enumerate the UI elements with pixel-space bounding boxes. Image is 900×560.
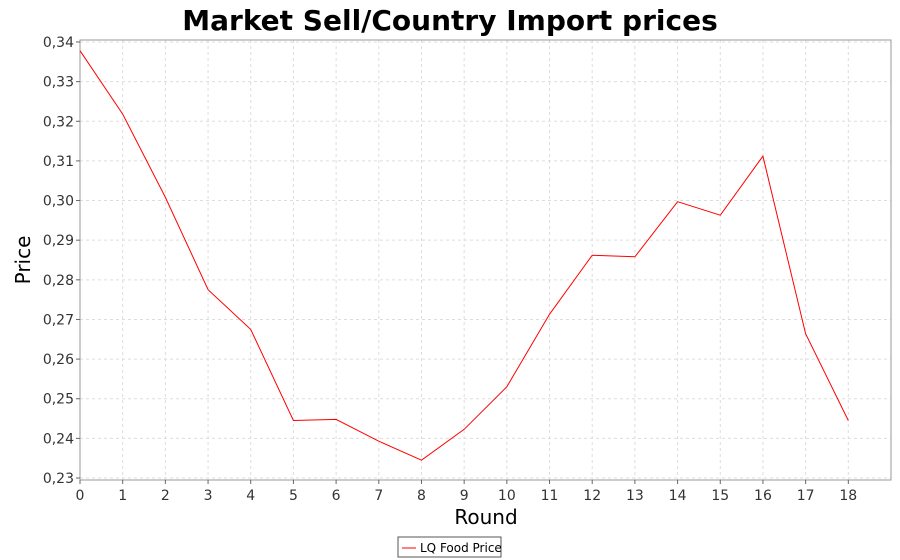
y-tick-label: 0,24 (43, 431, 74, 447)
plot-area (79, 39, 892, 481)
x-tick-label: 3 (204, 488, 213, 504)
x-tick-label: 1 (118, 488, 127, 504)
x-tick-label: 6 (332, 488, 341, 504)
x-tick-label: 0 (76, 488, 85, 504)
x-tick-label: 14 (669, 488, 687, 504)
chart-title: Market Sell/Country Import prices (182, 4, 718, 37)
y-tick-label: 0,33 (43, 75, 74, 91)
x-tick-label: 15 (711, 488, 729, 504)
x-tick-label: 5 (289, 488, 298, 504)
x-tick-label: 16 (754, 488, 772, 504)
x-tick-label: 8 (417, 488, 426, 504)
x-tick-label: 13 (626, 488, 644, 504)
y-tick-label: 0,26 (43, 352, 74, 368)
y-tick-label: 0,29 (43, 233, 74, 249)
x-axis-label: Round (454, 505, 517, 529)
x-tick-label: 17 (797, 488, 815, 504)
x-axis: 0 1 2 3 4 5 6 7 8 9 10 11 12 13 14 15 16 17 18 (76, 480, 857, 504)
x-tick-label: 9 (460, 488, 469, 504)
x-tick-label: 12 (583, 488, 601, 504)
y-axis-label: Price (11, 236, 35, 285)
x-tick-label: 18 (839, 488, 857, 504)
legend-label: LQ Food Price (420, 541, 502, 555)
y-tick-label: 0,31 (43, 154, 74, 170)
y-tick-label: 0,25 (43, 392, 74, 408)
x-tick-label: 10 (498, 488, 516, 504)
y-tick-label: 0,28 (43, 273, 74, 289)
y-axis: 0,23 0,24 0,25 0,26 0,27 0,28 0,29 0,30 0,31 0,32… (43, 35, 80, 487)
series-points (79, 50, 849, 461)
x-tick-label: 7 (374, 488, 383, 504)
y-tick-label: 0,30 (43, 194, 74, 210)
y-tick-label: 0,34 (43, 35, 74, 51)
series-line-lq-food-price (79, 50, 849, 461)
x-tick-label: 4 (246, 488, 255, 504)
legend: LQ Food Price (397, 536, 502, 558)
y-tick-label: 0,23 (43, 471, 74, 487)
legend-box (397, 536, 502, 558)
y-tick-label: 0,32 (43, 114, 74, 130)
x-tick-label: 11 (541, 488, 559, 504)
grid-lines (79, 40, 891, 480)
x-tick-label: 2 (161, 488, 170, 504)
y-tick-label: 0,27 (43, 312, 74, 328)
